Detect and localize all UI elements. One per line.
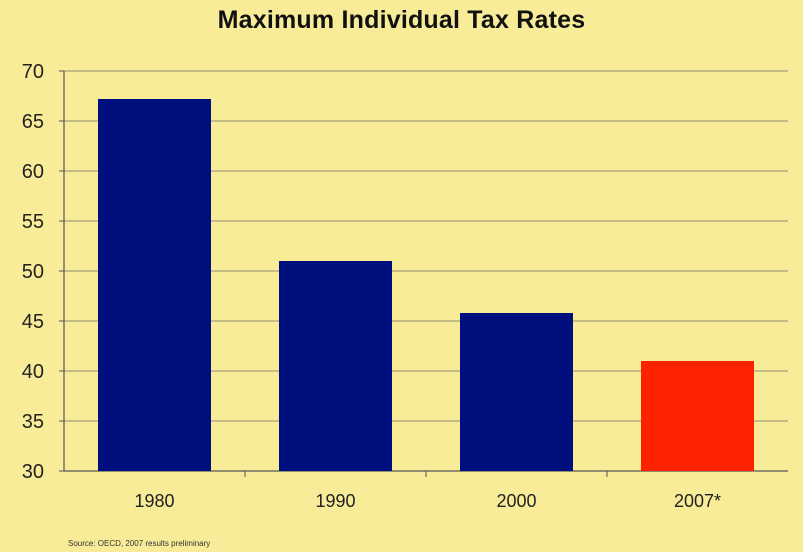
- y-tick-label: 55: [22, 211, 44, 233]
- x-tick-label: 2007*: [674, 491, 721, 511]
- x-tick-labels: 1980 1990 2000 2007*: [134, 491, 721, 511]
- bars: [98, 99, 754, 471]
- y-tick-label: 35: [22, 411, 44, 433]
- y-tick-label: 50: [22, 261, 44, 283]
- bar-2007: [641, 361, 754, 471]
- source-note: Source: OECD, 2007 results preliminary: [68, 539, 211, 548]
- y-tick-labels: 30 35 40 45 50 55 60 65 70: [22, 61, 44, 483]
- x-tick-label: 2000: [496, 491, 536, 511]
- y-tick-label: 45: [22, 311, 44, 333]
- y-tick-label: 60: [22, 161, 44, 183]
- y-tick-label: 30: [22, 461, 44, 483]
- bar-2000: [460, 313, 573, 471]
- y-tick-label: 65: [22, 111, 44, 133]
- x-tick-label: 1990: [315, 491, 355, 511]
- y-tick-label: 40: [22, 361, 44, 383]
- y-tick-label: 70: [22, 61, 44, 83]
- bar-1990: [279, 261, 392, 471]
- x-tick-label: 1980: [134, 491, 174, 511]
- chart-title: Maximum Individual Tax Rates: [217, 6, 586, 34]
- bar-1980: [98, 99, 211, 471]
